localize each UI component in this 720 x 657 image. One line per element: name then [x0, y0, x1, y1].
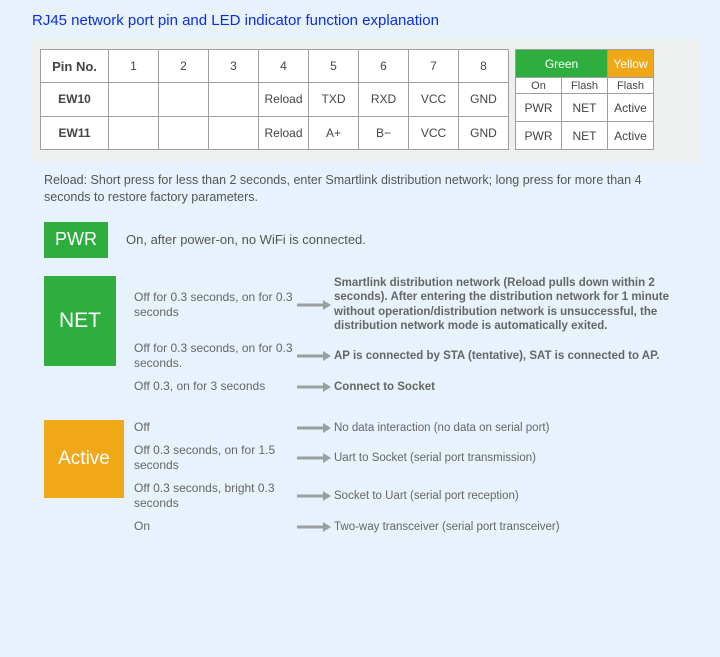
cell: Active	[608, 122, 654, 150]
cell: GND	[459, 83, 509, 116]
indicator-section: PWR On, after power-on, no WiFi is conne…	[44, 222, 688, 543]
led-row-0: PWR NET Active	[516, 94, 654, 122]
indicator-net: NET Off for 0.3 seconds, on for 0.3 seco…	[44, 276, 688, 403]
pin-table: Pin No. 1 2 3 4 5 6 7 8 EW10 Reload TXD …	[40, 49, 509, 150]
cell: A+	[309, 116, 359, 149]
pin-header-6: 6	[359, 50, 409, 83]
arrow-icon	[294, 381, 334, 393]
led-header-yellow: Yellow	[608, 50, 654, 78]
led-sub-flash2: Flash	[608, 78, 654, 94]
row-name: EW10	[41, 83, 109, 116]
meaning: Uart to Socket (serial port transmission…	[334, 451, 688, 465]
cell: GND	[459, 116, 509, 149]
cell	[109, 116, 159, 149]
net-line-0: Off for 0.3 seconds, on for 0.3 seconds …	[134, 276, 688, 334]
indicator-pwr: PWR On, after power-on, no WiFi is conne…	[44, 222, 688, 258]
page-title: RJ45 network port pin and LED indicator …	[32, 12, 700, 29]
cell: PWR	[516, 94, 562, 122]
cell	[109, 83, 159, 116]
badge-net: NET	[44, 276, 116, 366]
pattern: On	[134, 519, 294, 534]
pin-header-4: 4	[259, 50, 309, 83]
indicator-active: Active Off No data interaction (no data …	[44, 420, 688, 542]
pin-header-3: 3	[209, 50, 259, 83]
net-line-1: Off for 0.3 seconds, on for 0.3 seconds.…	[134, 341, 688, 371]
arrow-icon	[294, 452, 334, 464]
meaning: Smartlink distribution network (Reload p…	[334, 276, 688, 334]
pin-header-2: 2	[159, 50, 209, 83]
led-sub-flash1: Flash	[562, 78, 608, 94]
net-line-2: Off 0.3, on for 3 seconds Connect to Soc…	[134, 379, 688, 394]
led-header-green: Green	[516, 50, 608, 78]
pattern: Off 0.3 seconds, bright 0.3 seconds	[134, 481, 294, 511]
led-row-1: PWR NET Active	[516, 122, 654, 150]
active-line-1: Off 0.3 seconds, on for 1.5 seconds Uart…	[134, 443, 688, 473]
cell: B−	[359, 116, 409, 149]
cell: Reload	[259, 83, 309, 116]
active-line-3: On Two-way transceiver (serial port tran…	[134, 519, 688, 534]
row-name: EW11	[41, 116, 109, 149]
cell: VCC	[409, 83, 459, 116]
arrow-icon	[294, 521, 334, 533]
cell: VCC	[409, 116, 459, 149]
badge-active: Active	[44, 420, 124, 498]
pin-header-label: Pin No.	[41, 50, 109, 83]
led-table: Green Yellow On Flash Flash PWR NET Acti…	[515, 49, 654, 150]
meaning: No data interaction (no data on serial p…	[334, 421, 688, 435]
meaning: Socket to Uart (serial port reception)	[334, 489, 688, 503]
reload-note: Reload: Short press for less than 2 seco…	[44, 172, 688, 206]
pin-header-8: 8	[459, 50, 509, 83]
meaning: Connect to Socket	[334, 380, 688, 394]
pwr-text: On, after power-on, no WiFi is connected…	[126, 222, 366, 258]
pin-row-ew11: EW11 Reload A+ B− VCC GND	[41, 116, 509, 149]
cell: NET	[562, 122, 608, 150]
arrow-icon	[294, 299, 334, 311]
pin-header-7: 7	[409, 50, 459, 83]
pattern: Off for 0.3 seconds, on for 0.3 seconds.	[134, 341, 294, 371]
badge-pwr: PWR	[44, 222, 108, 258]
pattern: Off 0.3, on for 3 seconds	[134, 379, 294, 394]
cell	[209, 116, 259, 149]
cell: NET	[562, 94, 608, 122]
pin-row-ew10: EW10 Reload TXD RXD VCC GND	[41, 83, 509, 116]
cell: TXD	[309, 83, 359, 116]
pattern: Off for 0.3 seconds, on for 0.3 seconds	[134, 290, 294, 320]
active-line-2: Off 0.3 seconds, bright 0.3 seconds Sock…	[134, 481, 688, 511]
pattern: Off 0.3 seconds, on for 1.5 seconds	[134, 443, 294, 473]
arrow-icon	[294, 350, 334, 362]
pattern: Off	[134, 420, 294, 435]
meaning: Two-way transceiver (serial port transce…	[334, 520, 688, 534]
cell: RXD	[359, 83, 409, 116]
cell: Active	[608, 94, 654, 122]
pin-header-5: 5	[309, 50, 359, 83]
led-sub-on: On	[516, 78, 562, 94]
cell: Reload	[259, 116, 309, 149]
cell	[159, 83, 209, 116]
cell: PWR	[516, 122, 562, 150]
arrow-icon	[294, 490, 334, 502]
pin-header-1: 1	[109, 50, 159, 83]
tables-container: Pin No. 1 2 3 4 5 6 7 8 EW10 Reload TXD …	[32, 39, 700, 162]
meaning: AP is connected by STA (tentative), SAT …	[334, 349, 688, 363]
cell	[209, 83, 259, 116]
cell	[159, 116, 209, 149]
arrow-icon	[294, 422, 334, 434]
active-line-0: Off No data interaction (no data on seri…	[134, 420, 688, 435]
